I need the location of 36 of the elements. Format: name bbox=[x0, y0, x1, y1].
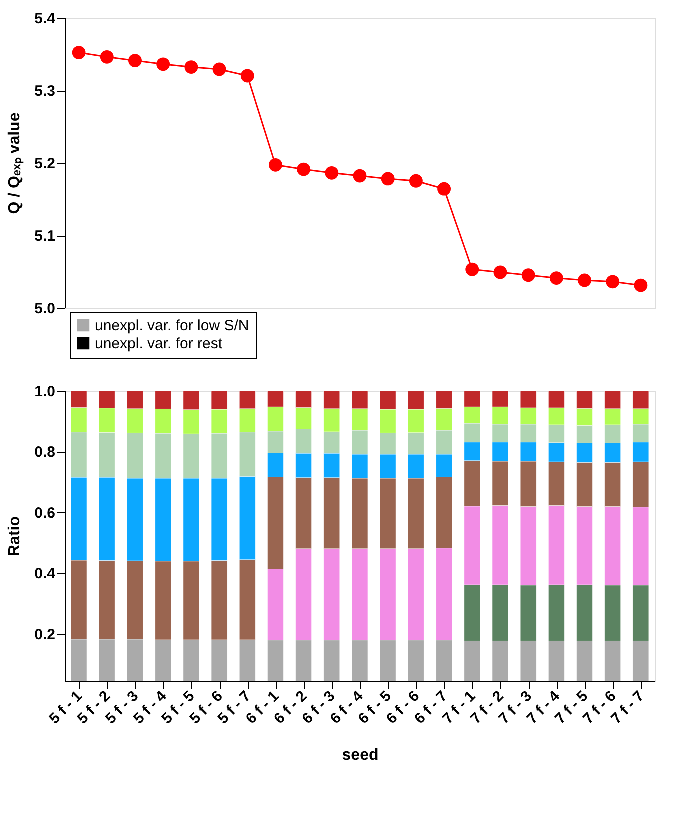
point bbox=[409, 174, 423, 188]
point bbox=[128, 54, 142, 68]
point bbox=[381, 172, 395, 186]
point bbox=[212, 62, 226, 76]
point bbox=[606, 275, 620, 289]
point bbox=[522, 268, 536, 282]
point bbox=[269, 158, 282, 172]
point bbox=[494, 266, 508, 280]
point bbox=[634, 278, 648, 292]
y-tick-label: 0.6 bbox=[34, 504, 56, 522]
y-tick-label: 5.4 bbox=[34, 10, 56, 28]
point bbox=[466, 262, 480, 276]
point bbox=[72, 46, 86, 60]
legend-label: unexpl. var. for low S/N bbox=[95, 318, 250, 334]
y-axis-title: Ratio bbox=[6, 516, 24, 556]
point bbox=[353, 169, 367, 183]
point bbox=[100, 50, 114, 64]
point bbox=[240, 69, 254, 83]
point bbox=[578, 274, 592, 288]
y-tick-label: 5.0 bbox=[34, 300, 56, 318]
y-tick-label: 0.8 bbox=[34, 444, 56, 462]
point bbox=[184, 60, 198, 74]
legend-label: unexpl. var. for rest bbox=[95, 336, 224, 352]
y-tick-label: 5.1 bbox=[34, 228, 56, 245]
y-tick-label: 0.2 bbox=[34, 626, 56, 644]
y-axis-title: Q / Qₑₓₚ value bbox=[6, 112, 25, 214]
y-tick-label: 5.3 bbox=[34, 83, 56, 100]
point bbox=[156, 58, 170, 72]
y-tick-label: 1.0 bbox=[34, 384, 56, 400]
point bbox=[297, 162, 311, 176]
point bbox=[325, 166, 339, 180]
x-axis-title: seed bbox=[342, 746, 379, 764]
point bbox=[438, 182, 451, 196]
y-tick-label: 0.4 bbox=[34, 566, 56, 583]
point bbox=[550, 272, 564, 285]
y-tick-label: 5.2 bbox=[34, 156, 56, 172]
